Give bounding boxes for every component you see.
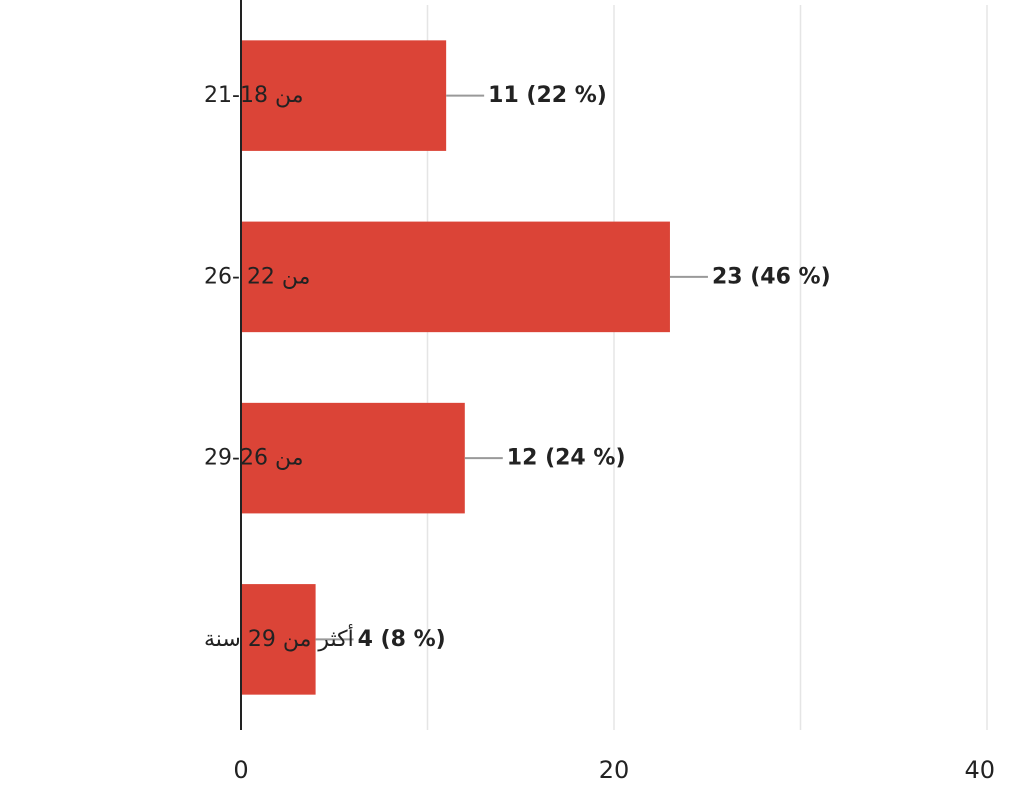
leader-lines bbox=[315, 94, 708, 641]
category-label: أكثر من 29 سنة bbox=[204, 624, 354, 652]
data-label: 4 (8 %) bbox=[358, 627, 446, 652]
x-tick-label: 40 bbox=[964, 756, 995, 784]
data-label: 23 (46 %) bbox=[712, 264, 831, 289]
data-label: 11 (22 %) bbox=[488, 83, 607, 108]
x-tick-label: 20 bbox=[599, 756, 630, 784]
category-labels: من 18-21 من 22 -26 من 26-29 أكثر من 29 سنة bbox=[204, 83, 354, 652]
data-label: 12 (24 %) bbox=[507, 446, 626, 471]
x-tick-label: 0 bbox=[233, 756, 248, 784]
x-tick-labels: 0 20 40 bbox=[233, 756, 995, 784]
bar bbox=[241, 221, 670, 333]
data-labels: 11 (22 %) 23 (46 %) 12 (24 %) 4 (8 %) bbox=[358, 83, 831, 652]
category-label: من 22 -26 bbox=[204, 264, 310, 289]
category-label: من 26-29 bbox=[204, 446, 303, 471]
bar bbox=[241, 584, 316, 695]
category-label: من 18-21 bbox=[204, 83, 303, 108]
bar bbox=[241, 402, 465, 514]
grid-lines bbox=[426, 5, 988, 730]
bar bbox=[241, 40, 447, 151]
bars bbox=[241, 40, 670, 695]
